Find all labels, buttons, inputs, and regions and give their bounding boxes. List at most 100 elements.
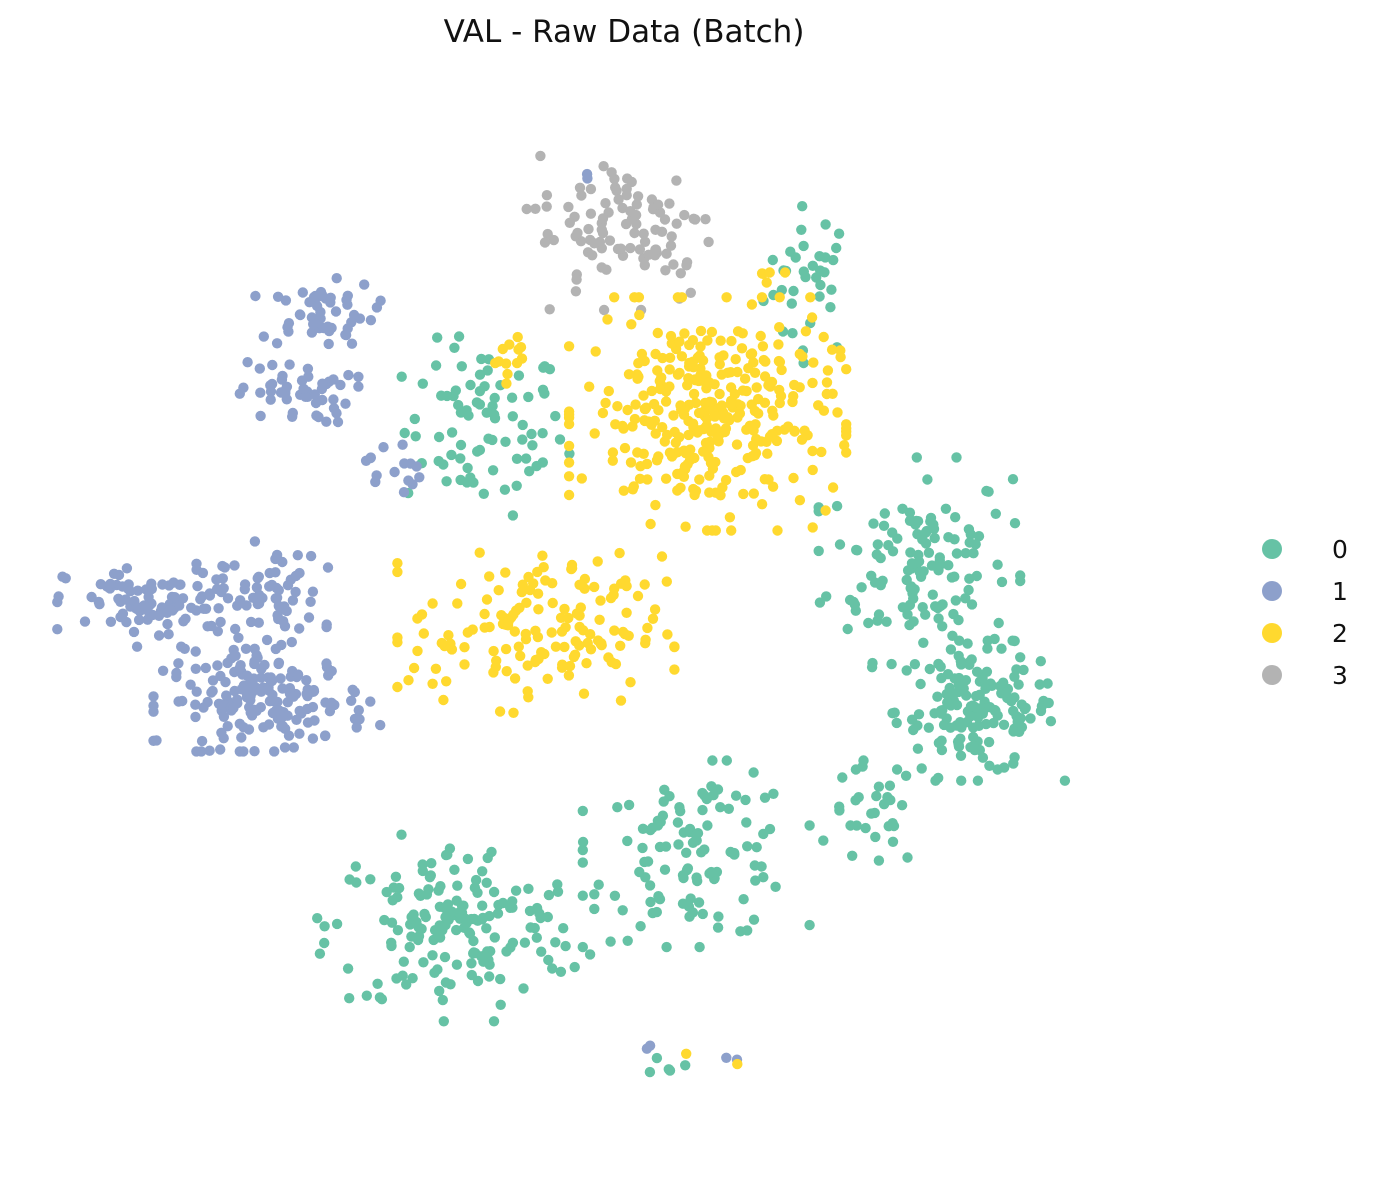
data-point-series-2 (392, 558, 403, 569)
data-point-series-1 (218, 711, 230, 722)
data-point-series-1 (196, 735, 208, 747)
data-point-series-2 (805, 292, 816, 303)
data-point-series-0 (884, 780, 896, 791)
data-point-series-3 (601, 264, 612, 275)
data-point-series-3 (574, 182, 586, 193)
data-point-series-1 (267, 359, 278, 371)
data-point-series-1 (342, 323, 353, 334)
data-point-series-1 (329, 699, 340, 711)
data-point-series-0 (956, 775, 967, 786)
data-point-series-0 (998, 719, 1010, 730)
data-point-series-2 (732, 412, 743, 423)
data-point-series-0 (482, 365, 493, 376)
data-point-series-0 (350, 861, 361, 872)
data-point-series-0 (953, 672, 965, 684)
data-point-series-2 (839, 440, 850, 451)
data-point-series-2 (641, 458, 653, 470)
data-point-series-1 (153, 630, 165, 641)
data-point-series-0 (404, 941, 415, 953)
data-point-series-2 (682, 380, 693, 391)
data-point-series-0 (981, 485, 992, 497)
data-point-series-2 (736, 343, 748, 354)
data-point-series-0 (821, 591, 832, 602)
data-point-series-0 (913, 556, 925, 567)
data-point-series-2 (630, 399, 641, 410)
data-point-series-3 (661, 248, 672, 259)
data-point-series-0 (973, 531, 985, 542)
data-point-series-1 (371, 470, 382, 481)
data-point-series-2 (746, 299, 758, 310)
data-point-series-0 (738, 894, 749, 905)
data-point-series-3 (572, 227, 583, 239)
data-point-series-0 (956, 659, 967, 670)
data-point-series-1 (180, 613, 191, 624)
data-point-series-0 (535, 912, 546, 924)
legend-item-1: 1 (1262, 570, 1348, 612)
data-point-series-0 (439, 951, 451, 963)
data-point-series-0 (953, 741, 965, 752)
data-point-series-0 (886, 658, 897, 670)
data-point-series-1 (353, 381, 364, 392)
data-point-series-0 (483, 433, 494, 444)
data-point-series-2 (764, 431, 776, 442)
data-point-series-2 (689, 452, 700, 464)
data-point-series-2 (589, 581, 600, 593)
legend-label-0: 0 (1332, 534, 1348, 564)
data-point-series-0 (577, 805, 588, 817)
data-point-series-2 (751, 382, 762, 393)
data-point-series-3 (613, 194, 624, 205)
data-point-series-2 (557, 659, 568, 670)
data-point-series-0 (374, 992, 386, 1003)
data-point-series-0 (936, 672, 947, 684)
data-point-series-0 (365, 874, 376, 885)
data-point-series-0 (449, 864, 460, 875)
data-point-series-2 (712, 431, 724, 443)
data-point-series-2 (647, 613, 659, 624)
data-point-series-3 (585, 208, 597, 219)
data-point-series-1 (398, 487, 410, 498)
data-point-series-1 (317, 394, 328, 406)
data-point-series-2 (706, 326, 718, 338)
data-point-series-1 (198, 702, 209, 713)
data-point-series-0 (476, 353, 487, 365)
data-point-series-0 (891, 717, 902, 729)
data-point-series-1 (330, 306, 342, 317)
data-point-series-1 (287, 595, 299, 606)
data-point-series-0 (386, 940, 397, 952)
data-point-series-2 (749, 405, 761, 417)
data-point-series-1 (347, 684, 358, 695)
data-point-series-1 (273, 657, 285, 668)
data-point-series-1 (294, 728, 305, 739)
data-point-series-2 (563, 341, 575, 352)
data-point-series-0 (517, 434, 528, 445)
data-point-series-1 (252, 598, 263, 610)
data-point-series-0 (1006, 695, 1017, 707)
data-point-series-0 (427, 950, 438, 961)
data-point-series-0 (850, 605, 861, 616)
data-point-series-1 (317, 378, 328, 389)
data-point-series-0 (942, 697, 953, 708)
series-0 (312, 201, 1071, 1078)
data-point-series-1 (320, 697, 331, 708)
data-point-series-0 (488, 1016, 500, 1027)
data-point-series-2 (680, 448, 691, 459)
data-point-series-2 (669, 664, 680, 675)
data-point-series-2 (645, 518, 656, 530)
data-point-series-0 (909, 659, 921, 670)
data-point-series-2 (764, 267, 775, 278)
data-point-series-1 (322, 562, 334, 573)
data-point-series-1 (200, 662, 211, 674)
data-point-series-0 (837, 772, 848, 783)
data-point-series-2 (694, 474, 705, 485)
data-point-series-2 (528, 578, 539, 589)
data-point-series-0 (444, 843, 456, 854)
data-point-series-3 (639, 236, 651, 247)
data-point-series-3 (617, 202, 628, 214)
data-point-series-2 (652, 327, 663, 339)
data-point-series-0 (964, 573, 975, 584)
data-point-series-3 (625, 242, 636, 254)
data-point-series-2 (633, 371, 644, 382)
data-point-series-0 (918, 566, 929, 577)
data-point-series-0 (342, 963, 354, 974)
data-point-series-2 (715, 335, 726, 346)
